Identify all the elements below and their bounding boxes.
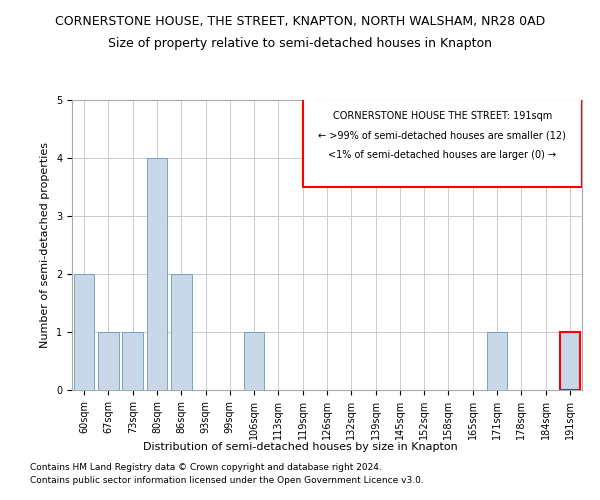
Bar bbox=[487, 332, 508, 390]
Text: Contains public sector information licensed under the Open Government Licence v3: Contains public sector information licen… bbox=[30, 476, 424, 485]
Bar bbox=[74, 274, 94, 390]
Bar bbox=[98, 332, 119, 390]
Bar bbox=[146, 158, 167, 390]
Text: CORNERSTONE HOUSE, THE STREET, KNAPTON, NORTH WALSHAM, NR28 0AD: CORNERSTONE HOUSE, THE STREET, KNAPTON, … bbox=[55, 15, 545, 28]
Text: Contains HM Land Registry data © Crown copyright and database right 2024.: Contains HM Land Registry data © Crown c… bbox=[30, 464, 382, 472]
Text: Distribution of semi-detached houses by size in Knapton: Distribution of semi-detached houses by … bbox=[143, 442, 457, 452]
Bar bbox=[171, 274, 191, 390]
Y-axis label: Number of semi-detached properties: Number of semi-detached properties bbox=[40, 142, 50, 348]
Bar bbox=[560, 332, 580, 390]
Bar bbox=[303, 97, 582, 187]
Bar bbox=[244, 332, 265, 390]
Text: CORNERSTONE HOUSE THE STREET: 191sqm: CORNERSTONE HOUSE THE STREET: 191sqm bbox=[333, 111, 552, 121]
Text: <1% of semi-detached houses are larger (0) →: <1% of semi-detached houses are larger (… bbox=[328, 150, 556, 160]
Bar bbox=[122, 332, 143, 390]
Text: ← >99% of semi-detached houses are smaller (12): ← >99% of semi-detached houses are small… bbox=[319, 131, 566, 141]
Text: Size of property relative to semi-detached houses in Knapton: Size of property relative to semi-detach… bbox=[108, 38, 492, 51]
